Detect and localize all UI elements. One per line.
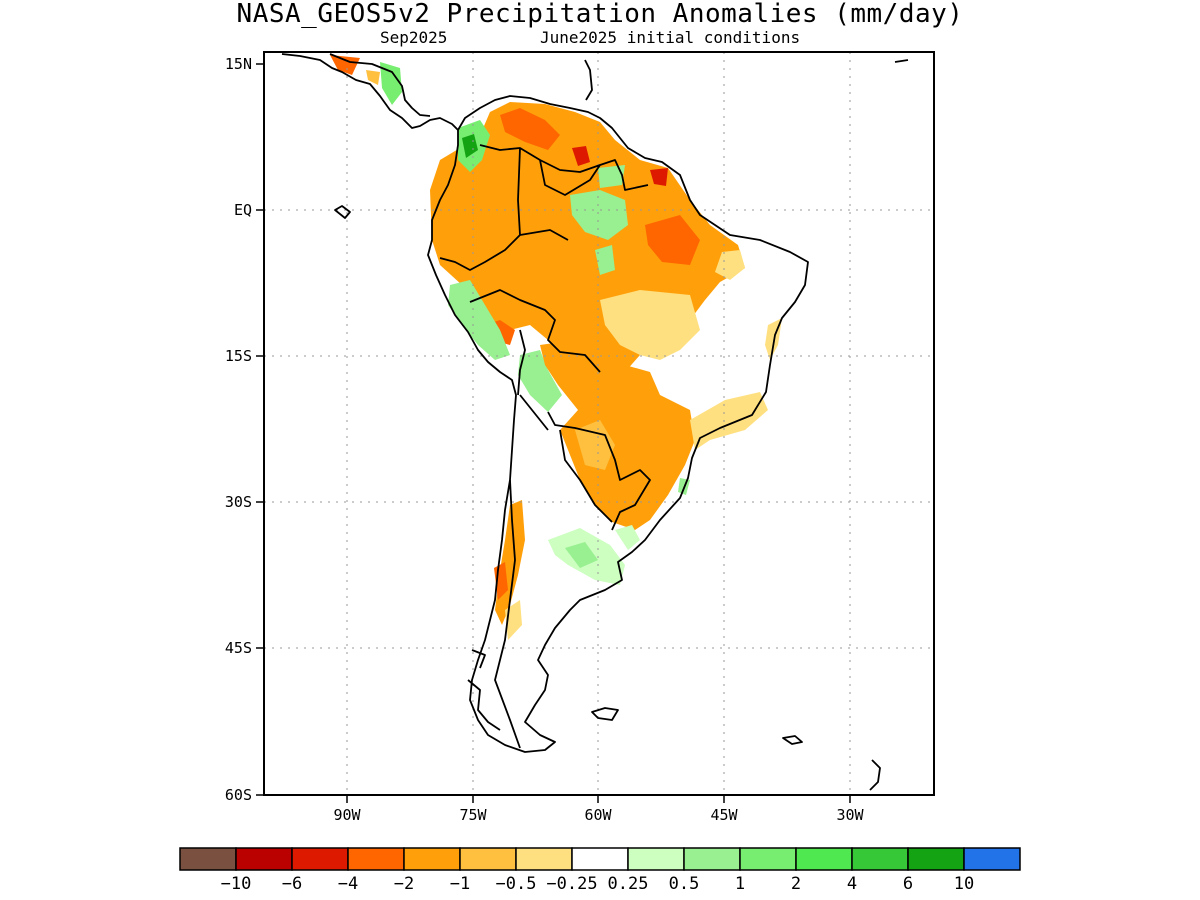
colorbar-label: 0.25 bbox=[608, 874, 649, 894]
anomaly-bolivia-wet bbox=[518, 350, 562, 412]
colorbar-label: −0.25 bbox=[546, 874, 597, 894]
anomaly-south-brazil-moderate bbox=[575, 420, 615, 470]
colorbar-label: −0.5 bbox=[496, 874, 537, 894]
longitude-labels: 90W 75W 60W 45W 30W bbox=[333, 806, 864, 824]
lon-label-75w: 75W bbox=[459, 806, 487, 824]
anomaly-central-america-dry-2 bbox=[366, 70, 380, 85]
colorbar-label: −10 bbox=[221, 874, 252, 894]
central-america-caribbean bbox=[329, 53, 431, 117]
lat-label-eq: EQ bbox=[234, 201, 252, 219]
colorbar-swatch bbox=[683, 847, 741, 871]
colorbar: −10 −6 −4 −2 −1 −0.5 −0.25 0.25 0.5 1 2 4 6 10 bbox=[179, 847, 1021, 894]
latitude-labels: 15N EQ 15S 30S 45S 60S bbox=[225, 55, 252, 804]
south-atlantic-islands bbox=[869, 759, 881, 791]
anomaly-guiana-wet bbox=[570, 190, 628, 240]
anomaly-argentina-wet-2 bbox=[565, 542, 598, 568]
anomaly-fields bbox=[330, 55, 782, 640]
colorbar-swatch bbox=[515, 847, 573, 871]
colorbar-label: 1 bbox=[735, 874, 745, 894]
colorbar-swatch bbox=[235, 847, 293, 871]
anomaly-amazon-faint bbox=[600, 290, 700, 360]
anomaly-amazon-wet-small bbox=[595, 245, 615, 275]
anomaly-amazon-moderate-2 bbox=[645, 215, 700, 265]
anomaly-colombia-wet-strong bbox=[462, 134, 478, 158]
lat-label-15n: 15N bbox=[225, 55, 252, 73]
lat-label-60s: 60S bbox=[225, 786, 252, 804]
colorbar-swatch bbox=[907, 847, 965, 871]
anomaly-uruguay-wet bbox=[615, 525, 640, 550]
colorbar-swatch bbox=[963, 847, 1021, 871]
colorbar-swatch bbox=[571, 847, 629, 871]
colorbar-swatch bbox=[627, 847, 685, 871]
coastline bbox=[281, 53, 909, 791]
anomaly-south-brazil-dry bbox=[540, 340, 695, 530]
colorbar-swatches bbox=[179, 847, 1021, 871]
tierra-del-fuego-islands bbox=[467, 649, 501, 731]
colorbar-swatch bbox=[403, 847, 461, 871]
colorbar-swatch bbox=[459, 847, 517, 871]
colorbar-label: −4 bbox=[338, 874, 358, 894]
anomaly-central-america-dry bbox=[330, 55, 360, 75]
colorbar-label: 10 bbox=[954, 874, 974, 894]
forecast-month: Sep2025 bbox=[380, 28, 448, 47]
central-america-coast bbox=[281, 53, 459, 131]
axis-ticks bbox=[256, 63, 851, 803]
anomaly-amazon-moderate bbox=[500, 108, 560, 150]
colorbar-label: 2 bbox=[791, 874, 801, 894]
galapagos-islands bbox=[334, 205, 351, 219]
anomaly-central-america-wet bbox=[380, 62, 402, 105]
colorbar-swatch bbox=[291, 847, 349, 871]
colorbar-label: −2 bbox=[394, 874, 414, 894]
lon-label-60w: 60W bbox=[584, 806, 612, 824]
lat-label-30s: 30S bbox=[225, 493, 252, 511]
colorbar-swatch bbox=[347, 847, 405, 871]
colorbar-label: 0.5 bbox=[669, 874, 700, 894]
colorbar-label: −1 bbox=[450, 874, 470, 894]
south-america-coast bbox=[427, 95, 809, 753]
colorbar-swatch bbox=[739, 847, 797, 871]
colorbar-swatch bbox=[179, 847, 237, 871]
colorbar-label: −6 bbox=[282, 874, 302, 894]
anomaly-bahia-faint bbox=[715, 250, 745, 280]
anomaly-guiana-wet-2 bbox=[598, 165, 625, 188]
colorbar-swatch bbox=[851, 847, 909, 871]
caribbean-islands bbox=[584, 59, 909, 101]
anomaly-amazon-strong-2 bbox=[650, 168, 668, 186]
lat-label-45s: 45S bbox=[225, 639, 252, 657]
anomaly-amazon-strong bbox=[572, 146, 590, 166]
colorbar-label: 6 bbox=[903, 874, 913, 894]
colorbar-swatch bbox=[795, 847, 853, 871]
borders bbox=[439, 144, 651, 749]
map-frame bbox=[263, 51, 935, 796]
lon-label-30w: 30W bbox=[836, 806, 864, 824]
south-georgia bbox=[782, 735, 803, 745]
colorbar-labels: −10 −6 −4 −2 −1 −0.5 −0.25 0.25 0.5 1 2 4 6 10 bbox=[221, 874, 975, 894]
lat-label-15s: 15S bbox=[225, 347, 252, 365]
map-title: NASA_GEOS5v2 Precipitation Anomalies (mm… bbox=[236, 0, 964, 29]
colorbar-label: 4 bbox=[847, 874, 857, 894]
lon-label-90w: 90W bbox=[333, 806, 361, 824]
anomaly-andes-wet bbox=[448, 280, 510, 360]
falkland-islands bbox=[591, 707, 619, 721]
lon-label-45w: 45W bbox=[710, 806, 738, 824]
anomaly-south-brazil-faint bbox=[690, 392, 768, 450]
initial-conditions: June2025 initial conditions bbox=[540, 28, 801, 47]
